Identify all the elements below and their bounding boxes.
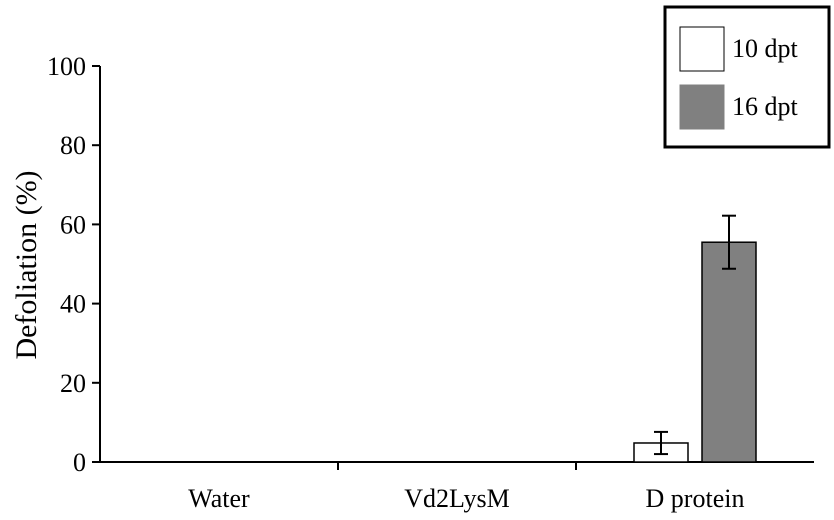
y-tick-label: 40 [60,290,86,319]
y-tick-label: 100 [47,52,86,81]
bar [701,241,757,463]
legend-label: 16 dpt [732,92,799,121]
x-tick-labels: Water Vd2LysM D protein [188,484,744,513]
x-tick-label: Vd2LysM [404,484,509,513]
bars [633,214,757,463]
legend: 10 dpt 16 dpt [663,5,831,149]
x-tick-label: D protein [646,484,745,513]
y-tick-label: 20 [60,369,86,398]
x-tick-label: Water [188,484,250,513]
y-tick-label: 80 [60,131,86,160]
legend-label: 10 dpt [732,34,799,63]
legend-swatch [679,84,725,130]
y-axis-title: Defoliation (%) [10,170,43,359]
y-tick-labels: 0 20 40 60 80 100 [47,52,86,477]
axes [92,65,814,470]
legend-swatch [679,26,725,72]
y-tick-label: 0 [73,448,86,477]
y-tick-label: 60 [60,210,86,239]
